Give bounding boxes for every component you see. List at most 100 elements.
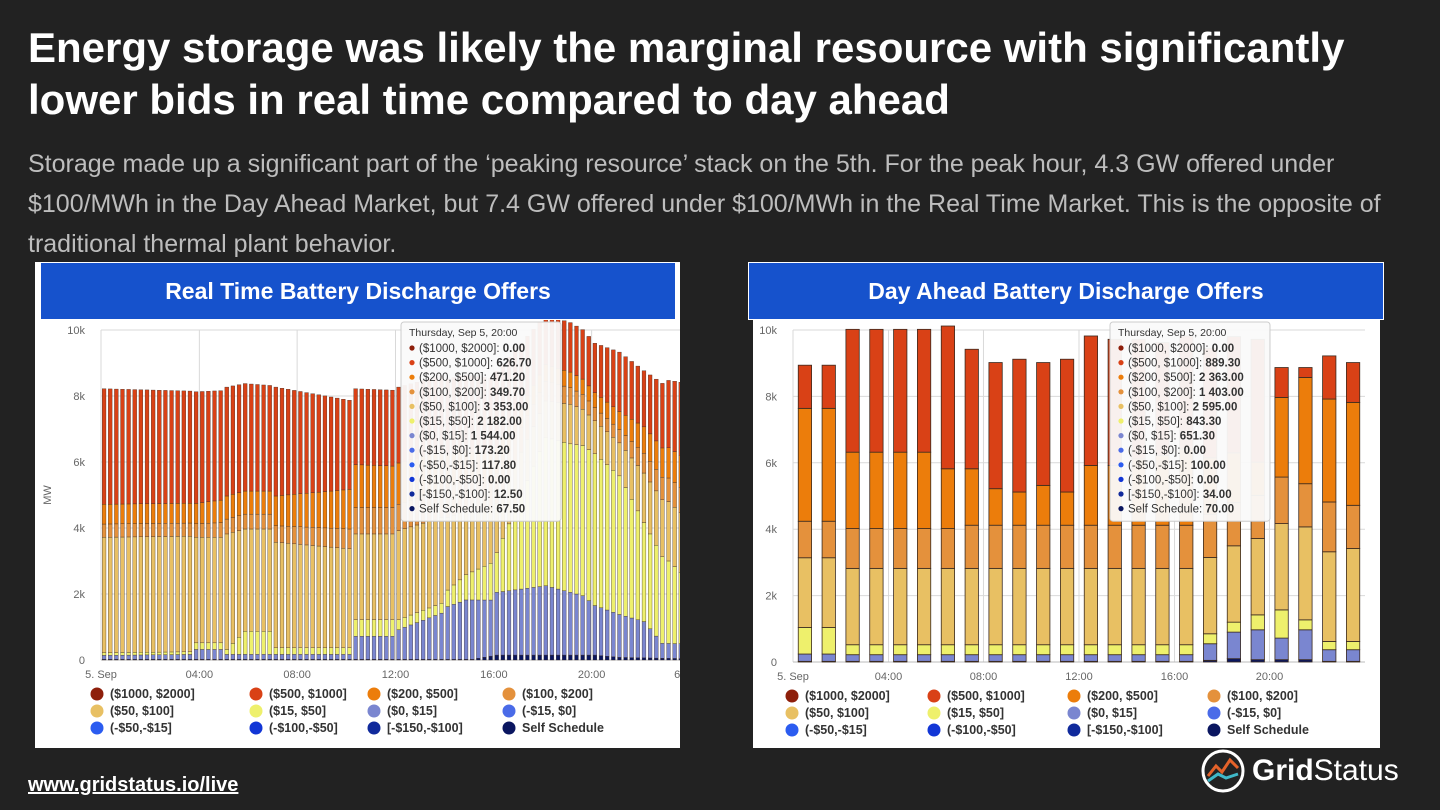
bar-segment[interactable] [347,654,352,660]
bar-segment[interactable] [433,519,438,606]
legend-swatch[interactable] [785,706,799,720]
bar-segment[interactable] [304,392,309,494]
bar-segment[interactable] [292,494,297,527]
bar-segment[interactable] [120,654,125,660]
bar-segment[interactable] [433,605,438,616]
bar-segment[interactable] [243,631,248,655]
bar-segment[interactable] [206,501,211,524]
bar-segment[interactable] [206,537,211,644]
legend-item-label[interactable]: ($50, $100] [110,704,174,718]
bar-segment[interactable] [988,524,1003,569]
bar-segment[interactable] [151,536,156,653]
bar-segment[interactable] [488,599,493,657]
bar-segment[interactable] [341,548,346,648]
bar-segment[interactable] [371,389,377,466]
bar-segment[interactable] [1298,367,1313,378]
bar-segment[interactable] [365,533,370,620]
legend-item-label[interactable]: [-$150,-$100] [1087,723,1163,737]
bar-segment[interactable] [605,431,610,465]
bar-segment[interactable] [1083,335,1098,466]
bar-segment[interactable] [1250,538,1265,616]
bar-segment[interactable] [347,647,352,655]
legend-swatch[interactable] [927,723,941,737]
bar-segment[interactable] [672,643,677,659]
legend-item-label[interactable]: ($15, $50] [947,706,1004,720]
bar-segment[interactable] [797,557,812,628]
bar-segment[interactable] [1060,567,1075,646]
bar-segment[interactable] [940,528,955,569]
bar-segment[interactable] [371,636,377,660]
bar-segment[interactable] [1083,465,1098,526]
bar-segment[interactable] [249,631,254,655]
bar-segment[interactable] [108,503,113,525]
bar-segment[interactable] [1036,567,1051,646]
bar-segment[interactable] [273,525,278,543]
bar-segment[interactable] [605,656,610,661]
bar-segment[interactable] [660,556,665,644]
bar-segment[interactable] [390,465,395,508]
bar-segment[interactable] [101,652,107,656]
bar-segment[interactable] [1036,524,1051,569]
bar-segment[interactable] [592,420,597,454]
bar-segment[interactable] [845,567,860,646]
bar-segment[interactable] [797,520,812,559]
legend-item-label[interactable]: ($15, $50] [269,704,326,718]
bar-segment[interactable] [286,526,291,544]
bar-segment[interactable] [353,464,358,508]
bar-segment[interactable] [1083,567,1098,646]
bar-segment[interactable] [463,599,469,660]
bar-segment[interactable] [629,457,634,500]
bar-segment[interactable] [556,654,561,661]
bar-segment[interactable] [1060,654,1075,662]
bar-segment[interactable] [463,574,469,601]
bar-segment[interactable] [586,449,591,601]
legend-item-label[interactable]: [-$150,-$100] [387,721,463,735]
bar-segment[interactable] [341,489,346,529]
bar-segment[interactable] [666,447,671,479]
bar-segment[interactable] [648,628,653,659]
bar-segment[interactable] [421,610,426,621]
bar-segment[interactable] [525,588,530,656]
bar-segment[interactable] [329,654,334,660]
bar-segment[interactable] [310,545,315,648]
bar-segment[interactable] [292,390,297,495]
bar-segment[interactable] [917,654,932,662]
legend-swatch[interactable] [785,689,799,703]
bar-segment[interactable] [617,351,622,412]
bar-segment[interactable] [126,536,131,653]
bar-segment[interactable] [654,635,659,659]
bar-segment[interactable] [1226,621,1241,633]
bar-segment[interactable] [163,651,168,655]
bar-segment[interactable] [482,565,487,601]
bar-segment[interactable] [586,385,591,402]
bar-segment[interactable] [421,620,426,660]
bar-segment[interactable] [298,654,303,660]
bar-segment[interactable] [580,595,585,656]
bar-segment[interactable] [586,336,591,387]
bar-segment[interactable] [617,411,622,430]
bar-segment[interactable] [654,490,659,546]
bar-segment[interactable] [322,395,328,492]
bar-segment[interactable] [869,644,884,656]
bar-segment[interactable] [353,507,358,535]
bar-segment[interactable] [635,657,640,661]
bar-segment[interactable] [574,406,579,445]
bar-segment[interactable] [1155,654,1170,662]
bar-segment[interactable] [797,627,812,655]
bar-segment[interactable] [592,453,597,606]
bar-segment[interactable] [273,386,278,497]
bar-segment[interactable] [132,523,137,538]
bar-segment[interactable] [476,658,481,661]
bar-segment[interactable] [181,654,186,660]
bar-segment[interactable] [1250,614,1265,631]
bar-segment[interactable] [605,401,610,419]
legend-swatch[interactable] [1067,723,1081,737]
bar-segment[interactable] [114,388,119,505]
bar-segment[interactable] [586,414,591,450]
bar-segment[interactable] [635,619,640,658]
bar-segment[interactable] [617,475,622,615]
bar-segment[interactable] [108,523,113,538]
bar-segment[interactable] [451,584,456,605]
bar-segment[interactable] [543,585,548,656]
bar-segment[interactable] [144,536,150,653]
